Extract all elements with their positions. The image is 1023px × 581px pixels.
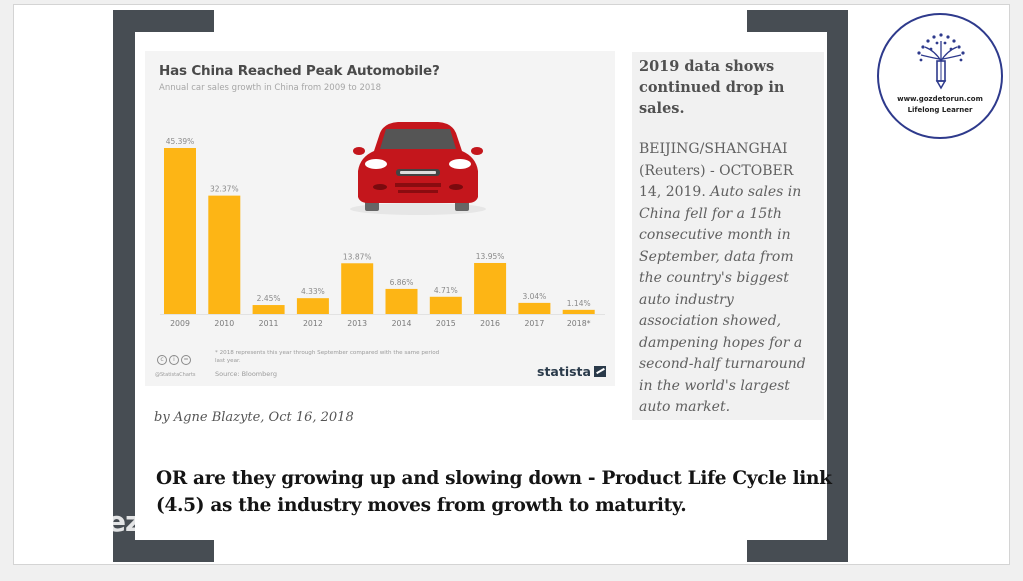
- chart-subtitle: Annual car sales growth in China from 20…: [159, 83, 382, 93]
- x-tick-label: 2012: [303, 319, 323, 328]
- byline: by Agne Blazyte, Oct 16, 2018: [154, 410, 354, 425]
- x-tick-label: 2016: [480, 319, 500, 328]
- frame-top-left-vertical: [113, 10, 135, 562]
- bar-2010: [208, 195, 241, 314]
- pencil-tree-icon: [917, 33, 965, 90]
- bar-2018*: [562, 309, 595, 314]
- nd-icon: =: [181, 355, 191, 365]
- x-tick-label: 2011: [259, 319, 279, 328]
- license-icons: c i =: [157, 355, 191, 365]
- x-tick-label: 2015: [436, 319, 456, 328]
- frame-top-right-vertical: [827, 10, 848, 562]
- bar-2011: [252, 305, 285, 314]
- gozdetorun-logo[interactable]: www.gozdetorun.com Lifelong Learner: [877, 13, 1003, 139]
- news-text: Auto sales in China fell for a 15th cons…: [639, 184, 806, 415]
- chart-footnote: * 2018 represents this year through Sept…: [215, 350, 440, 364]
- news-excerpt: 2019 data shows continued drop in sales.…: [632, 52, 824, 420]
- bar-value-label: 13.87%: [343, 252, 372, 261]
- bar-2017: [518, 302, 551, 314]
- bar-2014: [385, 288, 418, 314]
- chart-title: Has China Reached Peak Automobile?: [159, 63, 440, 79]
- x-tick-label: 2018*: [567, 319, 591, 328]
- news-body: BEIJING/SHANGHAI (Reuters) - OCTOBER 14,…: [639, 139, 817, 419]
- logo-tagline: Lifelong Learner: [907, 106, 973, 114]
- statista-handle: @StatistaCharts: [155, 372, 196, 378]
- statista-brand: statista: [537, 364, 606, 379]
- bar-value-label: 3.04%: [522, 292, 546, 301]
- statista-logo-icon: [593, 366, 606, 377]
- news-dateline: BEIJING/SHANGHAI (Reuters) - OCTOBER 14,…: [639, 141, 794, 200]
- bar-2016: [474, 262, 507, 314]
- prezi-watermark: ezi: [107, 505, 150, 538]
- x-tick-label: 2010: [214, 319, 234, 328]
- bar-value-label: 4.71%: [434, 286, 458, 295]
- by-icon: i: [169, 355, 179, 365]
- infographic-card: Has China Reached Peak Automobile? Annua…: [145, 51, 615, 386]
- frame-top-left-horizontal: [113, 10, 214, 32]
- bar-value-label: 13.95%: [476, 252, 505, 261]
- frame-bottom-left-horizontal: [113, 540, 214, 562]
- logo-url: www.gozdetorun.com: [897, 95, 983, 103]
- bar-chart: 45.39% 32.37% 2.45% 4.33% 13.87% 6.86% 4.71% 13…: [160, 122, 605, 328]
- frame-bottom-right-horizontal: [747, 540, 848, 562]
- bar-2015: [429, 296, 462, 314]
- bar-value-label: 6.86%: [390, 278, 414, 287]
- x-tick-label: 2009: [170, 319, 190, 328]
- bar-value-label: 45.39%: [166, 137, 195, 146]
- frame-top-right-horizontal: [747, 10, 848, 32]
- bar-2013: [341, 263, 374, 314]
- x-tick-label: 2013: [347, 319, 367, 328]
- x-tick-label: 2014: [392, 319, 412, 328]
- bar-value-label: 1.14%: [567, 299, 591, 308]
- bar-value-label: 2.45%: [257, 294, 281, 303]
- statista-wordmark: statista: [537, 364, 591, 379]
- chart-source: Source: Bloomberg: [215, 370, 277, 378]
- red-car-icon: [350, 122, 486, 215]
- news-headline: 2019 data shows continued drop in sales.: [639, 58, 785, 117]
- bar-2012: [296, 298, 329, 314]
- main-statement: OR are they growing up and slowing down …: [156, 468, 832, 516]
- bar-value-label: 4.33%: [301, 287, 325, 296]
- cc-icon: c: [157, 355, 167, 365]
- bar-value-label: 32.37%: [210, 185, 239, 194]
- bar-2009: [164, 148, 196, 314]
- x-tick-label: 2017: [524, 319, 544, 328]
